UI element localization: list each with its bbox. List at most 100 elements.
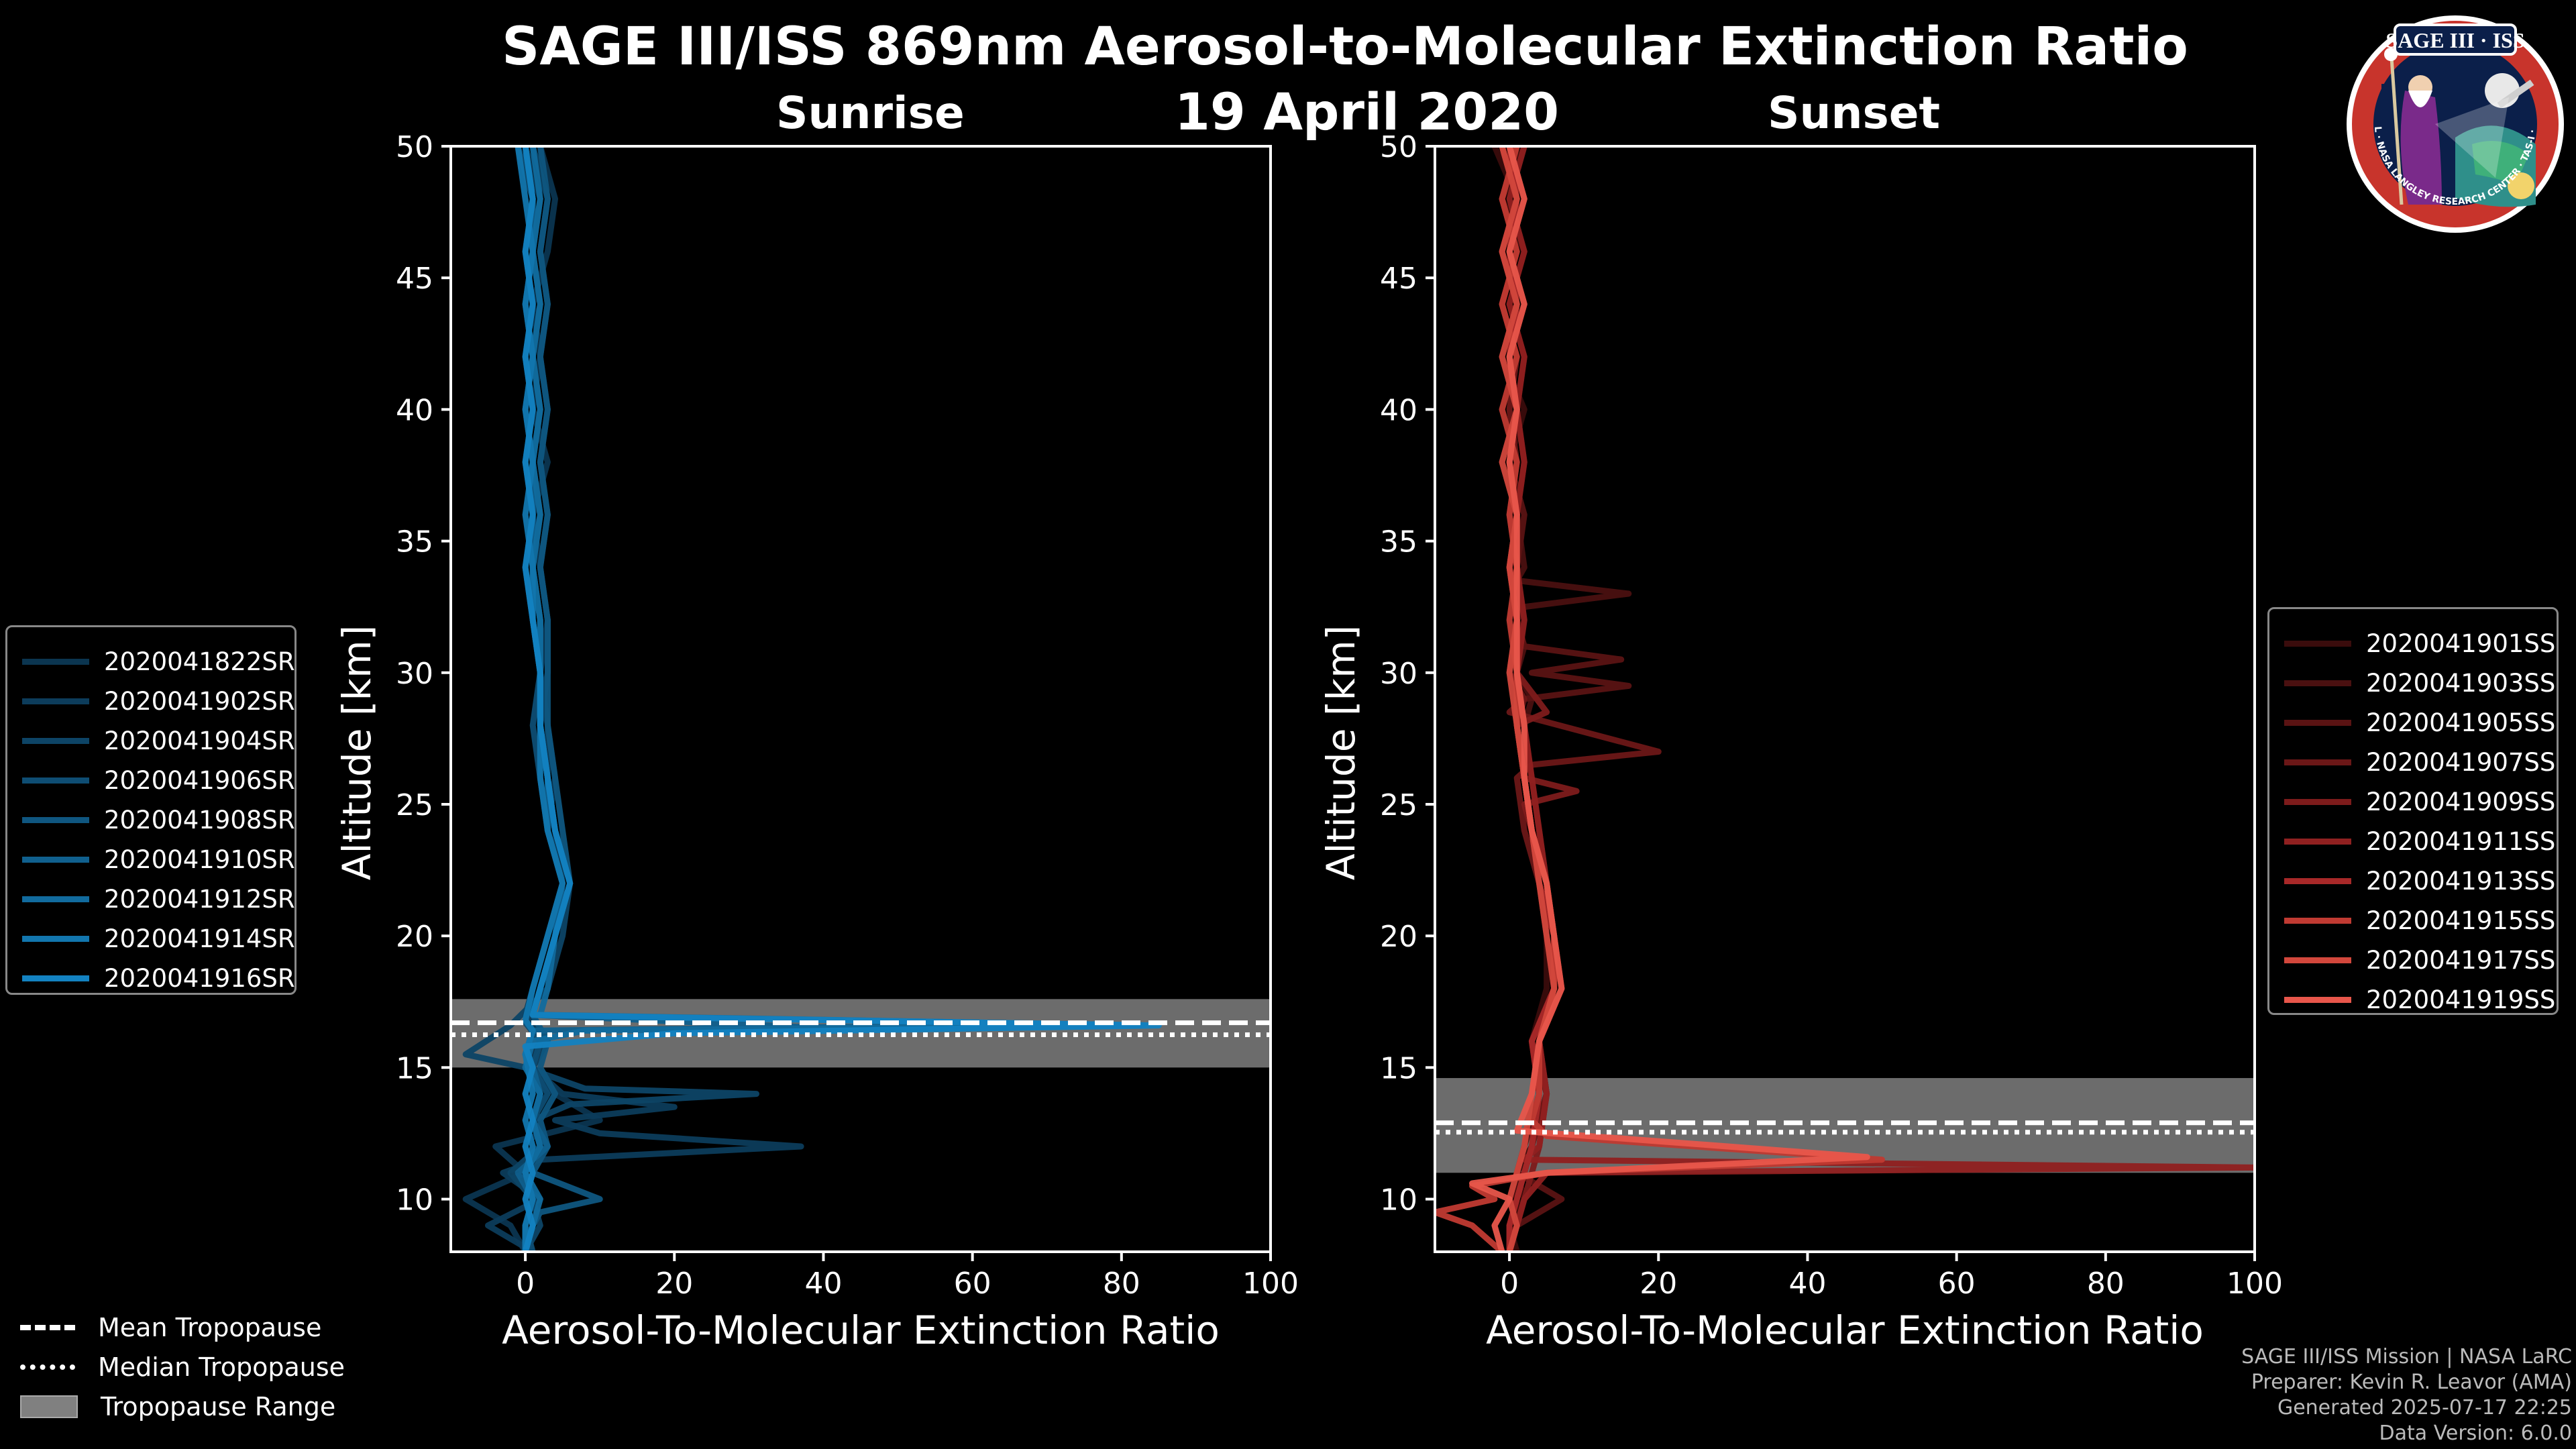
legend-item-2020041904SR: 2020041904SR: [7, 721, 295, 760]
legend-item-2020041912SR: 2020041912SR: [7, 879, 295, 918]
sunset-series-2020041911SS: [1506, 146, 2255, 1252]
sunrise-ytick-label: 40: [396, 393, 433, 427]
legend-item-2020041910SR: 2020041910SR: [7, 840, 295, 879]
sunset-xtick-label: 80: [2087, 1267, 2125, 1301]
legend-item-2020041907SS: 2020041907SS: [2269, 743, 2555, 782]
tropopause-legend-label: Mean Tropopause: [98, 1313, 322, 1342]
legend-item-2020041908SR: 2020041908SR: [7, 800, 295, 839]
legend-label: 2020041908SR: [104, 805, 295, 835]
sunset-legend: 2020041901SS 2020041903SS 2020041905SS 2020…: [2267, 607, 2559, 1015]
sunrise-legend: 2020041822SR 2020041902SR 2020041904SR 2020…: [5, 625, 297, 995]
legend-label: 2020041919SS: [2366, 985, 2556, 1014]
legend-swatch: [2284, 680, 2351, 686]
legend-label: 2020041911SS: [2366, 826, 2556, 856]
legend-item-2020041822SR: 2020041822SR: [7, 642, 295, 681]
legend-label: 2020041902SR: [104, 686, 295, 716]
legend-swatch: [2284, 877, 2351, 884]
legend-swatch: [22, 856, 89, 863]
legend-swatch: [2284, 838, 2351, 845]
sunrise-ytick-label: 50: [396, 130, 433, 164]
tropopause-legend-item: Tropopause Range: [20, 1387, 335, 1426]
sunset-subtitle: Sunset: [1768, 87, 1941, 139]
tropopause-legend-swatch: [20, 1325, 75, 1330]
legend-swatch: [22, 777, 89, 784]
legend-label: 2020041916SR: [104, 963, 295, 993]
sunset-xtick-label: 0: [1500, 1267, 1519, 1301]
legend-swatch: [22, 935, 89, 942]
sunrise-ytick-label: 45: [396, 262, 433, 296]
sunrise-ytick-label: 25: [396, 788, 433, 822]
sunset-plot: 0 20 40 60 80 100 10 15 20 25 30 35 40 45 50 Aerosol-To…: [1318, 130, 2283, 1353]
legend-item-2020041916SR: 2020041916SR: [7, 959, 295, 998]
sunrise-series-2020041908SR: [522, 146, 603, 1252]
legend-label: 2020041914SR: [104, 924, 295, 953]
sage-iii-iss-logo: SAGE III · ISS BALL · NASA LANGLEY RESEA…: [2341, 10, 2564, 233]
legend-swatch: [2284, 640, 2351, 647]
sunrise-ytick-label: 35: [396, 525, 433, 559]
credit-preparer: Preparer: Kevin R. Leavor (AMA): [2251, 1371, 2572, 1394]
sunset-ytick-label: 15: [1380, 1051, 1417, 1085]
date-subtitle: 19 April 2020: [1175, 82, 1560, 142]
sunset-ytick-label: 25: [1380, 788, 1417, 822]
sunrise-axes-frame: [449, 145, 1272, 1253]
sunset-ylabel: Altitude [km]: [1318, 625, 1364, 880]
sunrise-xtick-label: 0: [516, 1267, 535, 1301]
legend-swatch: [22, 658, 89, 665]
sunrise-plot: 0 20 40 60 80 100 10 15 20 25 30 35 40 45 50 Aerosol-To…: [334, 130, 1299, 1353]
sunset-xtick-label: 40: [1788, 1267, 1826, 1301]
legend-label: 2020041915SS: [2366, 906, 2556, 935]
legend-swatch: [22, 896, 89, 902]
sunset-series-2020041919SS: [1469, 146, 1870, 1252]
sunset-ytick-label: 50: [1380, 130, 1417, 164]
legend-item-2020041906SR: 2020041906SR: [7, 761, 295, 800]
tropopause-legend-swatch: [20, 1395, 78, 1418]
sunset-ytick-label: 45: [1380, 262, 1417, 296]
legend-swatch: [2284, 917, 2351, 924]
legend-label: 2020041905SS: [2366, 708, 2556, 737]
sunset-xlabel: Aerosol-To-Molecular Extinction Ratio: [1486, 1307, 2204, 1353]
legend-label: 2020041903SS: [2366, 668, 2556, 698]
legend-label: 2020041912SR: [104, 884, 295, 914]
sunrise-xtick-label: 60: [954, 1267, 991, 1301]
sunrise-ytick-label: 10: [396, 1183, 433, 1218]
sunrise-ytick-label: 15: [396, 1051, 433, 1085]
credit-generated: Generated 2025-07-17 22:25: [2277, 1396, 2572, 1419]
credit-data-version: Data Version: 6.0.0: [2379, 1421, 2572, 1445]
legend-label: 2020041913SS: [2366, 866, 2556, 896]
tropopause-legend-item: Mean Tropopause: [20, 1308, 321, 1347]
legend-item-2020041905SS: 2020041905SS: [2269, 703, 2555, 742]
sunset-ytick-label: 20: [1380, 920, 1417, 954]
legend-item-2020041919SS: 2020041919SS: [2269, 980, 2555, 1019]
sunrise-ylabel: Altitude [km]: [334, 625, 380, 880]
sunrise-series-2020041916SR: [522, 146, 1162, 1252]
sunset-series-2020041917SS: [1499, 146, 1558, 1252]
legend-label: 2020041904SR: [104, 726, 295, 755]
logo-name: SAGE III · ISS: [2385, 28, 2524, 52]
sunrise-xtick-label: 40: [804, 1267, 842, 1301]
legend-swatch: [22, 737, 89, 744]
sunset-ytick-label: 10: [1380, 1183, 1417, 1218]
legend-label: 2020041906SR: [104, 765, 295, 795]
sunrise-xtick-label: 100: [1242, 1267, 1299, 1301]
legend-item-2020041911SS: 2020041911SS: [2269, 822, 2555, 861]
main-title: SAGE III/ISS 869nm Aerosol-to-Molecular …: [502, 17, 2188, 77]
legend-label: 2020041907SS: [2366, 747, 2556, 777]
sunrise-series-2020041904SR: [462, 146, 759, 1252]
sunrise-ytick-label: 30: [396, 657, 433, 691]
sunset-ytick-label: 40: [1380, 393, 1417, 427]
sunset-ytick-label: 35: [1380, 525, 1417, 559]
legend-item-2020041901SS: 2020041901SS: [2269, 624, 2555, 663]
sunrise-subtitle: Sunrise: [776, 87, 965, 139]
legend-label: 2020041909SS: [2366, 787, 2556, 816]
sunrise-xtick-label: 20: [655, 1267, 693, 1301]
sunrise-ytick-label: 20: [396, 920, 433, 954]
legend-swatch: [2284, 719, 2351, 726]
legend-swatch: [2284, 798, 2351, 805]
legend-swatch: [22, 698, 89, 704]
legend-label: 2020041917SS: [2366, 945, 2556, 975]
credit-mission: SAGE III/ISS Mission | NASA LaRC: [2241, 1345, 2572, 1368]
legend-swatch: [2284, 759, 2351, 765]
legend-swatch: [2284, 957, 2351, 963]
